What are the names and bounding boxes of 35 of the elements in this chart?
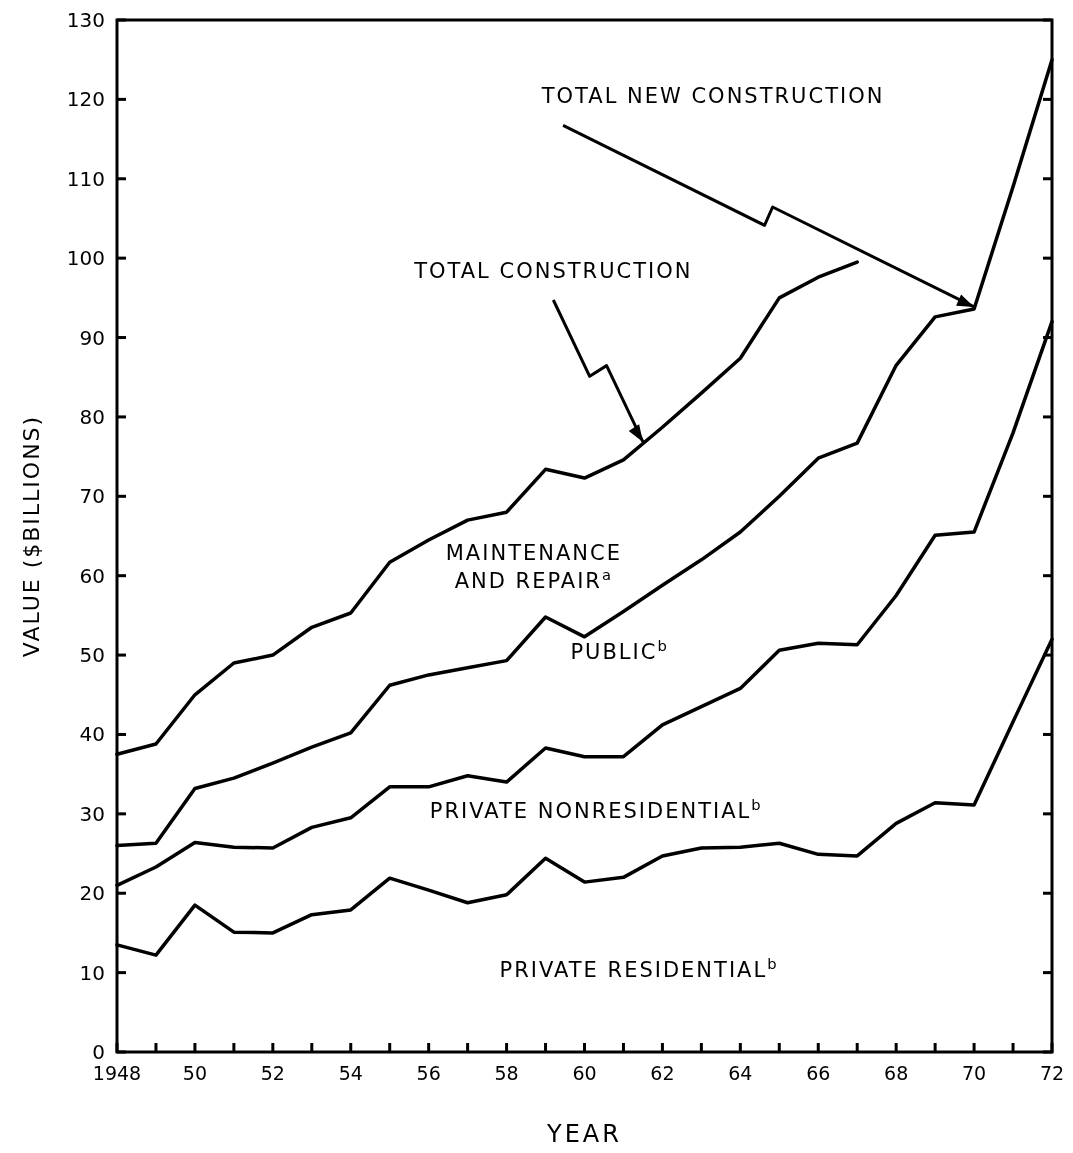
annotation: PUBLIC$^{b}$ [570, 636, 669, 665]
x-tick-label: 62 [650, 1062, 675, 1084]
y-tick-label: 50 [79, 643, 105, 668]
x-tick-label: 1948 [92, 1062, 142, 1084]
x-tick-label: 70 [961, 1062, 987, 1084]
x-tick-label: 64 [728, 1062, 753, 1084]
x-tick-label: 52 [260, 1062, 285, 1084]
x-axis-title: YEAR [546, 1120, 622, 1148]
y-tick-label: 80 [79, 404, 105, 429]
annotation: TOTAL CONSTRUCTION [413, 259, 693, 283]
annotation: TOTAL NEW CONSTRUCTION [540, 84, 885, 109]
x-tick-label: 66 [806, 1062, 831, 1084]
x-tick-label: 50 [182, 1062, 208, 1084]
x-tick-label: 72 [1039, 1062, 1065, 1084]
y-tick-label: 90 [79, 325, 105, 350]
y-tick-label: 60 [79, 563, 105, 588]
annotation: MAINTENANCE AND REPAIR$^{a}$ [445, 540, 622, 593]
y-tick-label: 0 [92, 1040, 105, 1064]
y-tick-label: 40 [79, 722, 105, 747]
x-tick-label: 54 [338, 1062, 363, 1084]
y-tick-label: 110 [66, 166, 105, 191]
y-tick-label: 130 [66, 8, 105, 32]
x-tick-label: 56 [416, 1062, 441, 1084]
x-tick-label: 68 [884, 1062, 909, 1084]
x-tick-label: 60 [572, 1062, 597, 1084]
y-axis-title: VALUE ($BILLIONS) [19, 414, 44, 658]
annotation: PRIVATE NONRESIDENTIAL$^{b}$ [429, 795, 763, 823]
y-tick-label: 70 [79, 484, 105, 509]
x-tick-label: 58 [494, 1062, 519, 1084]
y-tick-label: 100 [66, 246, 105, 271]
y-tick-label: 10 [79, 960, 105, 985]
y-tick-label: 120 [66, 87, 105, 112]
y-tick-label: 20 [79, 881, 105, 906]
y-tick-label: 30 [79, 801, 105, 826]
annotation: PRIVATE RESIDENTIAL$^{b}$ [499, 954, 779, 982]
